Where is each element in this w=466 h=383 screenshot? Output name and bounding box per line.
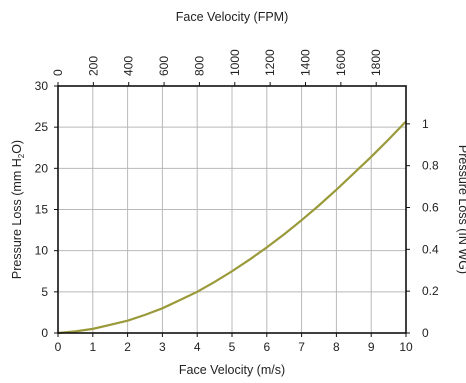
right-axis-tick-label: 0.6	[422, 201, 439, 215]
bottom-axis-tick-label: 9	[368, 340, 375, 354]
top-axis-tick-label: 1600	[334, 49, 348, 76]
bottom-axis-tick-label: 8	[333, 340, 340, 354]
right-axis-tick-label: 0.8	[422, 159, 439, 173]
top-axis-tick-label: 200	[86, 56, 100, 76]
bottom-axis-tick-label: 0	[55, 340, 62, 354]
bottom-axis-tick-label: 1	[89, 340, 96, 354]
top-axis-tick-label: 1400	[298, 49, 312, 76]
right-axis-title: Pressure Loss (IN WG)	[456, 145, 466, 274]
bottom-axis-title: Face Velocity (m/s)	[179, 363, 285, 377]
right-axis-tick-label: 1	[422, 117, 429, 131]
left-axis-title: Pressure Loss (mm H2O)	[10, 140, 26, 279]
bottom-axis-tick-label: 7	[298, 340, 305, 354]
left-axis-tick-label: 5	[41, 285, 48, 299]
left-axis-tick-label: 0	[41, 326, 48, 340]
bottom-axis-tick-label: 4	[194, 340, 201, 354]
series-line-pressure-loss	[57, 120, 407, 335]
top-axis-tick-label: 800	[192, 56, 206, 76]
top-axis-tick-label: 400	[122, 56, 136, 76]
bottom-axis-tick-label: 6	[263, 340, 270, 354]
bottom-axis-tick-label: 5	[229, 340, 236, 354]
top-axis-tick-label: 1000	[228, 49, 242, 76]
left-axis-tick-label: 15	[35, 203, 49, 217]
top-axis-tick-label: 0	[51, 69, 65, 76]
top-axis-title: Face Velocity (FPM)	[176, 10, 289, 24]
bottom-axis-tick-label: 10	[399, 340, 413, 354]
left-axis-title-end: O)	[10, 140, 24, 154]
left-axis-tick-label: 20	[35, 161, 49, 175]
left-axis-title-subscript: 2	[17, 153, 26, 158]
grid	[58, 86, 406, 333]
bottom-axis-tick-label: 2	[124, 340, 131, 354]
bottom-axis-tick-label: 3	[159, 340, 166, 354]
left-axis-title-main: Pressure Loss (mm H	[10, 158, 24, 279]
top-axis-tick-label: 600	[157, 56, 171, 76]
right-axis-tick-label: 0	[422, 326, 429, 340]
axis-ticks	[54, 82, 410, 337]
top-axis-tick-label: 1200	[263, 49, 277, 76]
right-axis-tick-label: 0.2	[422, 284, 439, 298]
right-axis-tick-label: 0.4	[422, 242, 439, 256]
left-axis-tick-label: 30	[35, 79, 49, 93]
left-axis-tick-label: 10	[35, 244, 49, 258]
top-axis-tick-label: 1800	[369, 49, 383, 76]
left-axis-tick-label: 25	[35, 120, 49, 134]
axis-tick-labels: 0 1 2 3 4 5 6 7 8 9 100 200 400 600 800 1000 1200 1400 160…	[35, 49, 439, 354]
